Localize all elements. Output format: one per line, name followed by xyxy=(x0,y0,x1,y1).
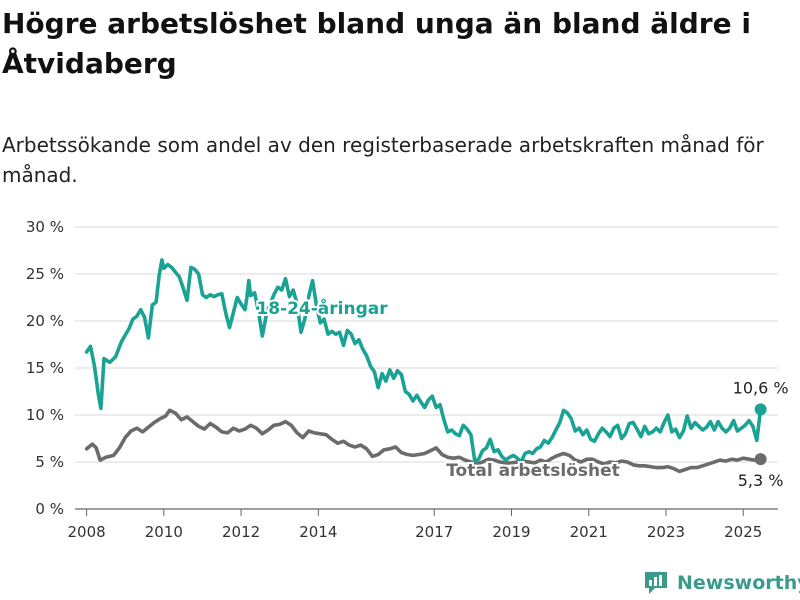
x-tick-label: 2010 xyxy=(145,523,183,541)
end-value-label: 5,3 % xyxy=(738,471,784,490)
end-markers: 10,6 % 5,3 % xyxy=(733,378,789,490)
chart-subtitle: Arbetssökande som andel av den registerb… xyxy=(2,133,764,187)
x-tick-label: 2012 xyxy=(222,523,260,541)
series-labels: 18-24-åringar Total arbetslöshet xyxy=(254,295,621,483)
x-tick-label: 2023 xyxy=(647,523,685,541)
x-tick-label: 2019 xyxy=(492,523,530,541)
y-axis-labels: 0 % 5 % 10 % 15 % 20 % 25 % 30 % xyxy=(26,218,64,518)
brand-name: Newsworthy xyxy=(677,572,800,594)
series-label: Total arbetslöshet xyxy=(446,461,620,481)
series-line-0 xyxy=(84,258,763,464)
x-tick-label: 2014 xyxy=(299,523,337,541)
end-point-marker-1 xyxy=(754,453,767,466)
y-tick-label: 15 % xyxy=(26,359,64,377)
y-tick-label: 0 % xyxy=(35,500,64,518)
y-tick-label: 10 % xyxy=(26,406,64,424)
end-value-label: 10,6 % xyxy=(733,378,789,397)
x-axis-labels: 2008 2010 2012 2014 2017 2019 2021 2023 2025 xyxy=(67,523,762,541)
end-point-marker-0 xyxy=(754,403,767,416)
y-tick-label: 5 % xyxy=(35,453,64,471)
series-lines xyxy=(84,258,763,474)
x-tick-label: 2017 xyxy=(415,523,453,541)
x-tick-label: 2025 xyxy=(724,523,762,541)
x-axis-ticks xyxy=(86,509,744,516)
x-tick-label: 2008 xyxy=(67,523,105,541)
series-line-1 xyxy=(84,408,763,474)
y-tick-label: 20 % xyxy=(26,312,64,330)
y-tick-label: 25 % xyxy=(26,265,64,283)
gridlines xyxy=(75,226,778,510)
series-label: 18-24-åringar xyxy=(256,297,388,319)
chart-title: Högre arbetslöshet bland unga än bland ä… xyxy=(2,7,751,80)
x-tick-label: 2021 xyxy=(570,523,608,541)
y-tick-label: 30 % xyxy=(26,218,64,236)
brand[interactable]: Newsworthy xyxy=(643,567,800,599)
bar-chart-logo-icon xyxy=(645,572,667,594)
